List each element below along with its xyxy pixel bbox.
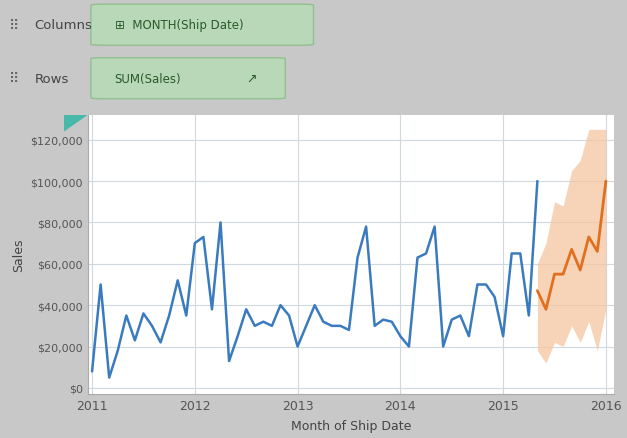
Text: SUM(Sales): SUM(Sales) [115,73,181,85]
Text: ⠿: ⠿ [9,72,19,86]
Y-axis label: Sales: Sales [12,238,24,272]
Polygon shape [64,116,88,132]
FancyBboxPatch shape [91,5,314,46]
Text: Rows: Rows [34,73,69,85]
Text: ⠿: ⠿ [9,19,19,32]
FancyBboxPatch shape [91,59,285,99]
Text: ⊞  MONTH(Ship Date): ⊞ MONTH(Ship Date) [115,19,243,32]
Text: Columns: Columns [34,19,92,32]
X-axis label: Month of Ship Date: Month of Ship Date [291,419,411,432]
Text: ↗: ↗ [246,73,257,85]
